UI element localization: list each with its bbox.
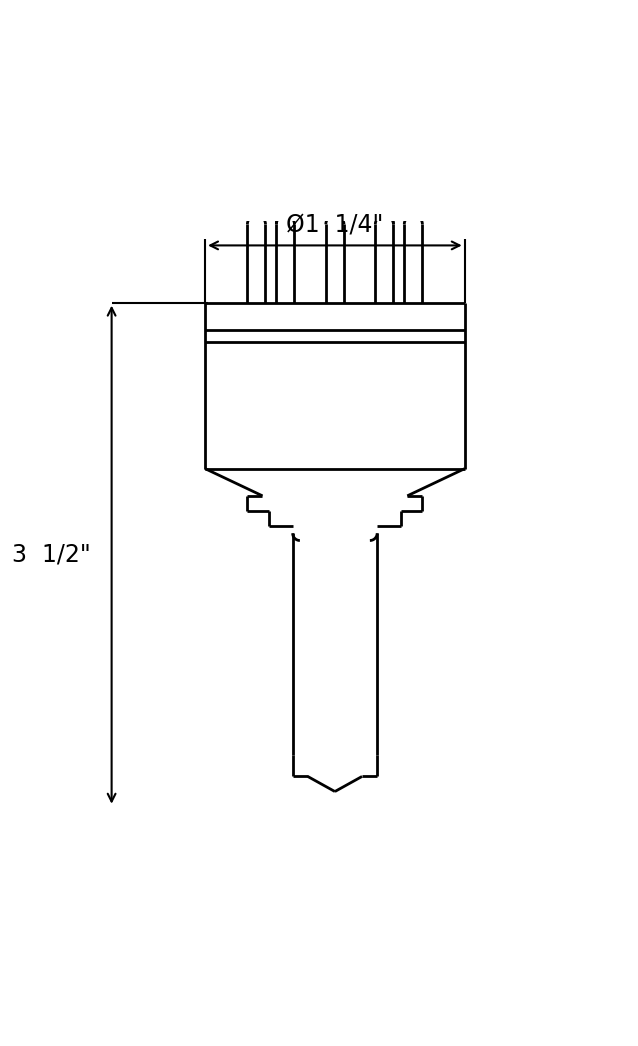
Text: 3  1/2": 3 1/2" (11, 543, 91, 566)
Text: Ø1  1/4": Ø1 1/4" (286, 212, 383, 236)
